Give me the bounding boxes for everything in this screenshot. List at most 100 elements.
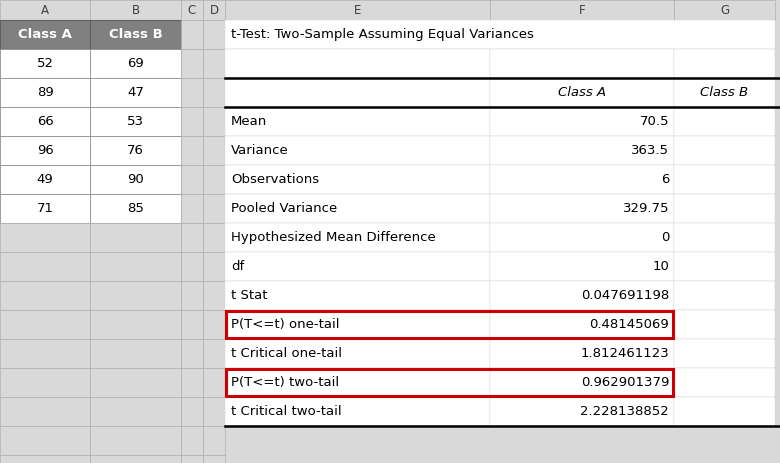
Text: t Critical two-tail: t Critical two-tail bbox=[231, 405, 342, 418]
Text: 363.5: 363.5 bbox=[631, 144, 669, 157]
Bar bbox=[225, 0, 490, 20]
Text: 76: 76 bbox=[127, 144, 144, 157]
Bar bbox=[225, 194, 490, 223]
Bar bbox=[203, 310, 225, 339]
Bar bbox=[226, 369, 673, 396]
Bar bbox=[674, 368, 775, 397]
Text: G: G bbox=[720, 4, 729, 17]
Bar bbox=[225, 310, 490, 339]
Text: F: F bbox=[579, 4, 585, 17]
Bar bbox=[490, 78, 674, 107]
Bar bbox=[181, 49, 203, 78]
Bar bbox=[181, 0, 203, 20]
Bar bbox=[0, 339, 90, 368]
Text: 96: 96 bbox=[37, 144, 53, 157]
Bar bbox=[181, 397, 203, 426]
Bar bbox=[181, 20, 203, 49]
Text: 53: 53 bbox=[127, 115, 144, 128]
Bar bbox=[181, 252, 203, 281]
Bar bbox=[490, 281, 674, 310]
Bar bbox=[490, 339, 674, 368]
Text: B: B bbox=[132, 4, 140, 17]
Text: 2.228138852: 2.228138852 bbox=[580, 405, 669, 418]
Bar bbox=[90, 339, 181, 368]
Text: Mean: Mean bbox=[231, 115, 268, 128]
Bar bbox=[0, 368, 90, 397]
Bar bbox=[90, 136, 181, 165]
Bar bbox=[181, 368, 203, 397]
Text: df: df bbox=[231, 260, 244, 273]
Text: 0: 0 bbox=[661, 231, 669, 244]
Text: 0.962901379: 0.962901379 bbox=[580, 376, 669, 389]
Bar bbox=[490, 397, 674, 426]
Text: Variance: Variance bbox=[231, 144, 289, 157]
Text: 6: 6 bbox=[661, 173, 669, 186]
Text: 70.5: 70.5 bbox=[640, 115, 669, 128]
Bar bbox=[203, 194, 225, 223]
Bar bbox=[490, 368, 674, 397]
Bar bbox=[674, 397, 775, 426]
Bar bbox=[0, 397, 90, 426]
Bar bbox=[0, 0, 90, 20]
Bar bbox=[90, 310, 181, 339]
Bar bbox=[225, 368, 490, 397]
Bar bbox=[674, 194, 775, 223]
Text: D: D bbox=[210, 4, 218, 17]
Bar bbox=[225, 281, 490, 310]
Bar bbox=[181, 165, 203, 194]
Bar bbox=[225, 165, 490, 194]
Bar bbox=[674, 107, 775, 136]
Bar bbox=[674, 339, 775, 368]
Bar bbox=[203, 0, 225, 20]
Bar bbox=[674, 252, 775, 281]
Bar bbox=[181, 78, 203, 107]
Bar bbox=[90, 107, 181, 136]
Text: C: C bbox=[188, 4, 196, 17]
Bar bbox=[674, 223, 775, 252]
Bar bbox=[203, 223, 225, 252]
Bar bbox=[203, 20, 225, 49]
Text: Pooled Variance: Pooled Variance bbox=[231, 202, 337, 215]
Bar bbox=[203, 397, 225, 426]
Bar bbox=[90, 0, 181, 20]
Bar bbox=[181, 455, 203, 463]
Bar bbox=[90, 78, 181, 107]
Bar bbox=[90, 49, 181, 78]
Bar bbox=[225, 339, 490, 368]
Bar bbox=[490, 165, 674, 194]
Bar bbox=[203, 78, 225, 107]
Bar bbox=[0, 49, 90, 78]
Bar bbox=[90, 281, 181, 310]
Bar bbox=[181, 310, 203, 339]
Bar bbox=[225, 136, 490, 165]
Bar bbox=[225, 397, 490, 426]
Bar bbox=[90, 194, 181, 223]
Bar bbox=[490, 49, 674, 78]
Bar bbox=[181, 339, 203, 368]
Bar bbox=[0, 136, 90, 165]
Bar bbox=[203, 252, 225, 281]
Text: t-Test: Two-Sample Assuming Equal Variances: t-Test: Two-Sample Assuming Equal Varian… bbox=[231, 28, 534, 41]
Text: E: E bbox=[354, 4, 361, 17]
Text: 66: 66 bbox=[37, 115, 53, 128]
Bar bbox=[90, 368, 181, 397]
Bar bbox=[490, 223, 674, 252]
Bar bbox=[0, 165, 90, 194]
Bar bbox=[225, 223, 490, 252]
Bar bbox=[490, 0, 674, 20]
Text: 47: 47 bbox=[127, 86, 144, 99]
Bar bbox=[203, 136, 225, 165]
Text: Hypothesized Mean Differencе: Hypothesized Mean Differencе bbox=[231, 231, 436, 244]
Bar bbox=[490, 252, 674, 281]
Text: Class B: Class B bbox=[108, 28, 162, 41]
Text: 85: 85 bbox=[127, 202, 144, 215]
Bar bbox=[0, 194, 90, 223]
Text: P(T<=t) two-tail: P(T<=t) two-tail bbox=[231, 376, 339, 389]
Bar bbox=[0, 252, 90, 281]
Bar bbox=[181, 426, 203, 455]
Text: 0.48145069: 0.48145069 bbox=[589, 318, 669, 331]
Bar bbox=[490, 107, 674, 136]
Bar bbox=[490, 194, 674, 223]
Bar bbox=[225, 49, 490, 78]
Bar bbox=[90, 397, 181, 426]
